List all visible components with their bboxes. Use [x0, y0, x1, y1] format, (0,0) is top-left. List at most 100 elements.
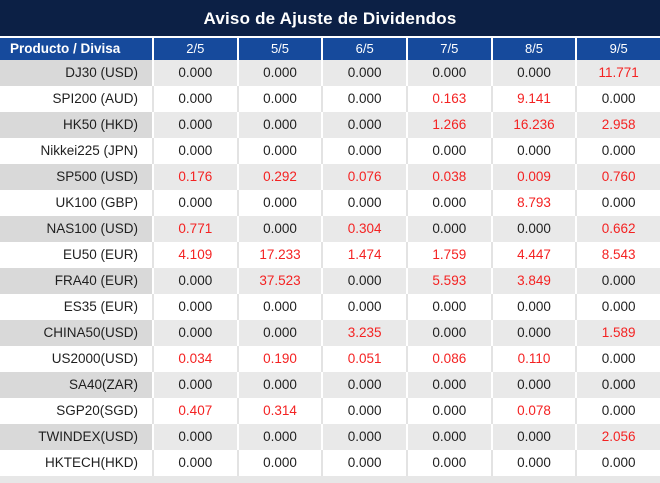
value-cell: 0.000	[152, 112, 237, 138]
value-cell: 2.958	[575, 112, 660, 138]
value-cell: 0.000	[236, 372, 322, 398]
value-cell: 0.000	[321, 86, 406, 112]
value-cell: 0.190	[236, 346, 322, 372]
table-row: TWINDEX(USD) 0.000 0.000 0.000 0.000 0.000 2.0…	[0, 424, 660, 450]
page-title: Aviso de Ajuste de Dividendos	[0, 0, 660, 36]
value-cell: 16.236	[490, 112, 576, 138]
product-cell: CHINA50(USD)	[0, 320, 152, 346]
value-cell: 0.000	[405, 216, 491, 242]
value-cell: 0.000	[575, 450, 660, 476]
value-cell: 0.000	[152, 424, 237, 450]
value-cell: 0.000	[490, 372, 576, 398]
value-cell: 0.000	[321, 424, 406, 450]
value-cell: 0.051	[321, 346, 406, 372]
table-row: Nikkei225 (JPN) 0.000 0.000 0.000 0.000 0.000…	[0, 138, 660, 164]
table-row: FRA40 (EUR) 0.000 37.523 0.000 5.593 3.849 0.0…	[0, 268, 660, 294]
value-cell: 0.000	[236, 450, 322, 476]
value-cell: 0.000	[575, 346, 660, 372]
value-cell: 0.000	[490, 138, 576, 164]
value-cell: 0.000	[575, 398, 660, 424]
value-cell: 17.233	[236, 242, 322, 268]
column-header-date: 6/5	[321, 38, 406, 60]
value-cell: 0.000	[321, 190, 406, 216]
value-cell: 0.000	[405, 450, 491, 476]
value-cell: 0.662	[575, 216, 660, 242]
product-cell: FRA40 (EUR)	[0, 268, 152, 294]
value-cell: 0.000	[152, 268, 237, 294]
table-row: SGP20(SGD) 0.407 0.314 0.000 0.000 0.078 0.000	[0, 398, 660, 424]
column-header-date: 5/5	[236, 38, 322, 60]
value-cell: 0.304	[321, 216, 406, 242]
table-row: CHINA50(USD) 0.000 0.000 3.235 0.000 0.000 1.5…	[0, 320, 660, 346]
value-cell: 0.000	[152, 294, 237, 320]
value-cell: 8.793	[490, 190, 576, 216]
product-cell: UK100 (GBP)	[0, 190, 152, 216]
value-cell: 0.000	[490, 424, 576, 450]
value-cell: 0.314	[236, 398, 322, 424]
table-row: ES35 (EUR) 0.000 0.000 0.000 0.000 0.000 0.000	[0, 294, 660, 320]
product-cell: SPI200 (AUD)	[0, 86, 152, 112]
product-cell: US2000(USD)	[0, 346, 152, 372]
value-cell: 0.000	[236, 138, 322, 164]
value-cell: 0.000	[575, 86, 660, 112]
value-cell: 0.000	[575, 372, 660, 398]
value-cell: 11.771	[575, 60, 660, 86]
value-cell: 8.543	[575, 242, 660, 268]
value-cell: 0.771	[152, 216, 237, 242]
value-cell: 0.038	[405, 164, 491, 190]
value-cell: 4.109	[152, 242, 237, 268]
value-cell: 0.000	[321, 60, 406, 86]
product-cell: TWINDEX(USD)	[0, 424, 152, 450]
value-cell: 0.000	[405, 294, 491, 320]
value-cell: 0.000	[490, 450, 576, 476]
value-cell: 0.760	[575, 164, 660, 190]
value-cell: 0.000	[321, 450, 406, 476]
value-cell: 0.000	[490, 60, 576, 86]
value-cell: 0.000	[152, 372, 237, 398]
table-row: US2000(USD) 0.034 0.190 0.051 0.086 0.110 0.00…	[0, 346, 660, 372]
value-cell: 0.000	[405, 424, 491, 450]
value-cell: 0.000	[575, 138, 660, 164]
column-header-date: 2/5	[152, 38, 237, 60]
table-header: Producto / Divisa 2/5 5/5 6/5 7/5 8/5 9/5	[0, 38, 660, 60]
value-cell: 0.292	[236, 164, 322, 190]
value-cell: 1.589	[575, 320, 660, 346]
value-cell: 0.000	[321, 112, 406, 138]
product-cell: HKTECH(HKD)	[0, 450, 152, 476]
value-cell: 0.000	[321, 268, 406, 294]
value-cell: 0.110	[490, 346, 576, 372]
value-cell: 0.000	[152, 320, 237, 346]
value-cell: 0.000	[236, 424, 322, 450]
value-cell: 0.000	[321, 138, 406, 164]
value-cell: 0.000	[490, 216, 576, 242]
value-cell: 0.000	[575, 190, 660, 216]
bottom-strip	[0, 476, 660, 483]
value-cell: 0.000	[405, 398, 491, 424]
value-cell: 0.000	[236, 86, 322, 112]
value-cell: 0.000	[321, 372, 406, 398]
column-header-date: 8/5	[490, 38, 576, 60]
product-cell: SGP20(SGD)	[0, 398, 152, 424]
product-cell: EU50 (EUR)	[0, 242, 152, 268]
table-row: UK100 (GBP) 0.000 0.000 0.000 0.000 8.793 0.00…	[0, 190, 660, 216]
column-header-product: Producto / Divisa	[10, 41, 121, 56]
value-cell: 0.000	[405, 60, 491, 86]
table-row: EU50 (EUR) 4.109 17.233 1.474 1.759 4.447 8.54…	[0, 242, 660, 268]
value-cell: 0.407	[152, 398, 237, 424]
value-cell: 0.009	[490, 164, 576, 190]
value-cell: 0.000	[236, 216, 322, 242]
product-cell: NAS100 (USD)	[0, 216, 152, 242]
product-cell: SP500 (USD)	[0, 164, 152, 190]
value-cell: 0.000	[236, 112, 322, 138]
value-cell: 0.000	[152, 190, 237, 216]
value-cell: 0.000	[575, 268, 660, 294]
value-cell: 9.141	[490, 86, 576, 112]
value-cell: 5.593	[405, 268, 491, 294]
value-cell: 0.000	[490, 320, 576, 346]
value-cell: 0.000	[405, 372, 491, 398]
value-cell: 1.759	[405, 242, 491, 268]
product-cell: DJ30 (USD)	[0, 60, 152, 86]
value-cell: 37.523	[236, 268, 322, 294]
value-cell: 4.447	[490, 242, 576, 268]
